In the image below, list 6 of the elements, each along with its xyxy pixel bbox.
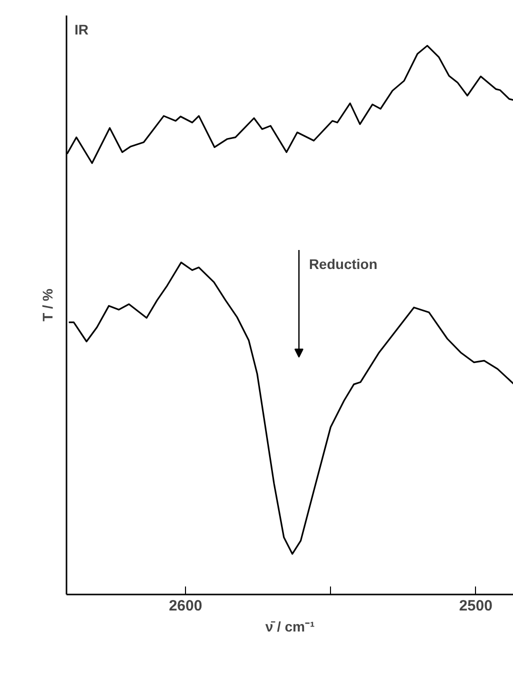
text: IR (74, 22, 88, 38)
x-axis-title: ν̄ / cm⁻¹ (265, 618, 316, 634)
y-axis-title: T / % (40, 288, 56, 322)
x-tick-label: 2500 (459, 598, 492, 614)
annotation: Reduction (308, 256, 378, 272)
x-tick-label: 2600 (168, 598, 202, 614)
